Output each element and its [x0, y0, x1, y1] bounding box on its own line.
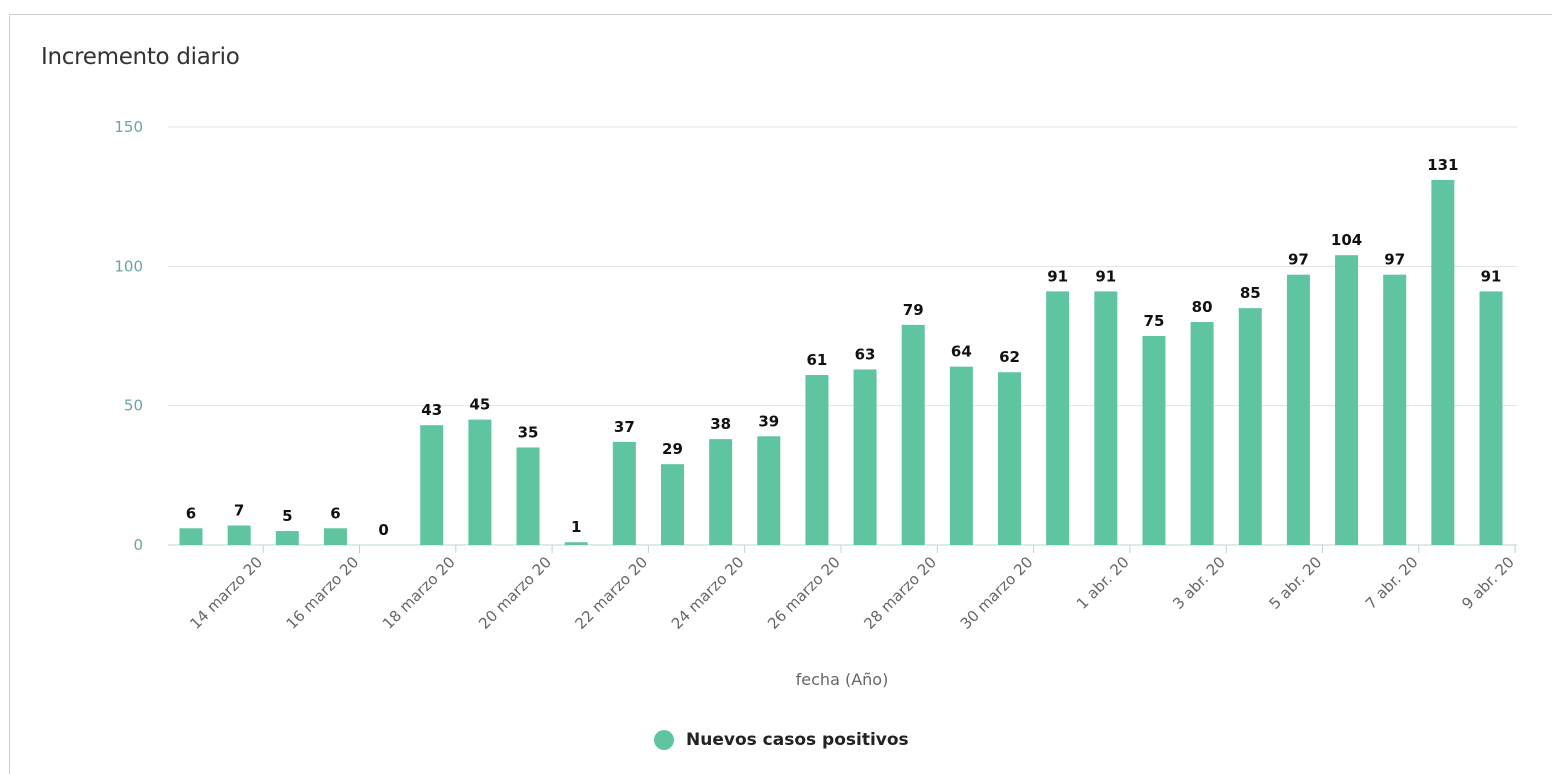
x-tick-label: 16 marzo 20: [283, 553, 363, 633]
y-tick-label: 0: [133, 536, 143, 554]
data-label: 5: [282, 507, 292, 525]
bar: [1190, 322, 1214, 545]
bar: [757, 436, 781, 545]
bar: [275, 531, 299, 545]
data-label: 80: [1192, 298, 1213, 316]
y-tick-label: 50: [124, 397, 143, 415]
data-label: 7: [234, 501, 244, 519]
bar: [998, 372, 1022, 545]
x-tick-label: 7 abr. 20: [1362, 553, 1422, 613]
bar: [805, 375, 829, 545]
bar: [1431, 179, 1455, 546]
bar: [901, 324, 925, 545]
bar: [709, 439, 733, 545]
data-label: 61: [806, 351, 827, 369]
x-tick-label: 5 abr. 20: [1266, 553, 1326, 613]
data-label: 39: [758, 412, 779, 430]
chart-frame: [9, 14, 1552, 774]
bar: [1238, 308, 1262, 545]
bar: [564, 542, 588, 545]
data-label: 35: [518, 423, 539, 441]
data-label: 38: [710, 415, 731, 433]
data-label: 97: [1384, 251, 1405, 269]
bar: [516, 447, 540, 545]
data-label: 63: [855, 345, 876, 363]
x-tick-label: 3 abr. 20: [1169, 553, 1229, 613]
bar: [227, 525, 251, 545]
x-tick-label: 14 marzo 20: [186, 553, 266, 633]
legend[interactable]: Nuevos casos positivos: [654, 730, 909, 750]
x-tick-label: 30 marzo 20: [957, 553, 1037, 633]
data-label: 37: [614, 418, 635, 436]
y-tick-label: 100: [114, 257, 143, 275]
bar: [420, 425, 444, 545]
x-tick-label: 18 marzo 20: [379, 553, 459, 633]
legend-label: Nuevos casos positivos: [686, 730, 909, 750]
data-label: 131: [1427, 156, 1458, 174]
bar: [1286, 274, 1310, 545]
data-label: 91: [1095, 267, 1116, 285]
bar: [1335, 255, 1359, 546]
data-label: 64: [951, 343, 972, 361]
x-tick-label: 1 abr. 20: [1073, 553, 1133, 613]
bar: [660, 464, 684, 545]
data-label: 0: [378, 521, 388, 539]
chart-title: Incremento diario: [41, 44, 240, 70]
x-tick-label: 9 abr. 20: [1458, 553, 1518, 613]
bar: [323, 528, 347, 545]
data-label: 79: [903, 301, 924, 319]
data-label: 97: [1288, 251, 1309, 269]
data-label: 75: [1144, 312, 1165, 330]
legend-marker: [654, 730, 674, 750]
data-label: 6: [186, 504, 196, 522]
bar: [1094, 291, 1118, 545]
y-tick-label: 150: [114, 118, 143, 136]
bar: [179, 528, 203, 545]
data-label: 91: [1481, 267, 1502, 285]
x-tick-label: 24 marzo 20: [668, 553, 748, 633]
bar: [1479, 291, 1503, 545]
x-axis-label: fecha (Año): [796, 670, 889, 689]
data-label: 45: [469, 396, 490, 414]
bar: [1383, 274, 1407, 545]
bar: [612, 441, 636, 545]
data-label: 43: [421, 401, 442, 419]
x-tick-label: 20 marzo 20: [475, 553, 555, 633]
bar: [949, 366, 973, 545]
data-label: 29: [662, 440, 683, 458]
bar: [1046, 291, 1070, 545]
data-label: 6: [330, 504, 340, 522]
bar: [468, 419, 492, 545]
bar: [1142, 336, 1166, 545]
bar: [853, 369, 877, 545]
data-label: 91: [1047, 267, 1068, 285]
data-label: 85: [1240, 284, 1261, 302]
x-tick-label: 28 marzo 20: [860, 553, 940, 633]
x-tick-label: 22 marzo 20: [572, 553, 652, 633]
data-label: 1: [571, 518, 581, 536]
x-tick-label: 26 marzo 20: [764, 553, 844, 633]
data-label: 104: [1331, 231, 1362, 249]
data-label: 62: [999, 348, 1020, 366]
